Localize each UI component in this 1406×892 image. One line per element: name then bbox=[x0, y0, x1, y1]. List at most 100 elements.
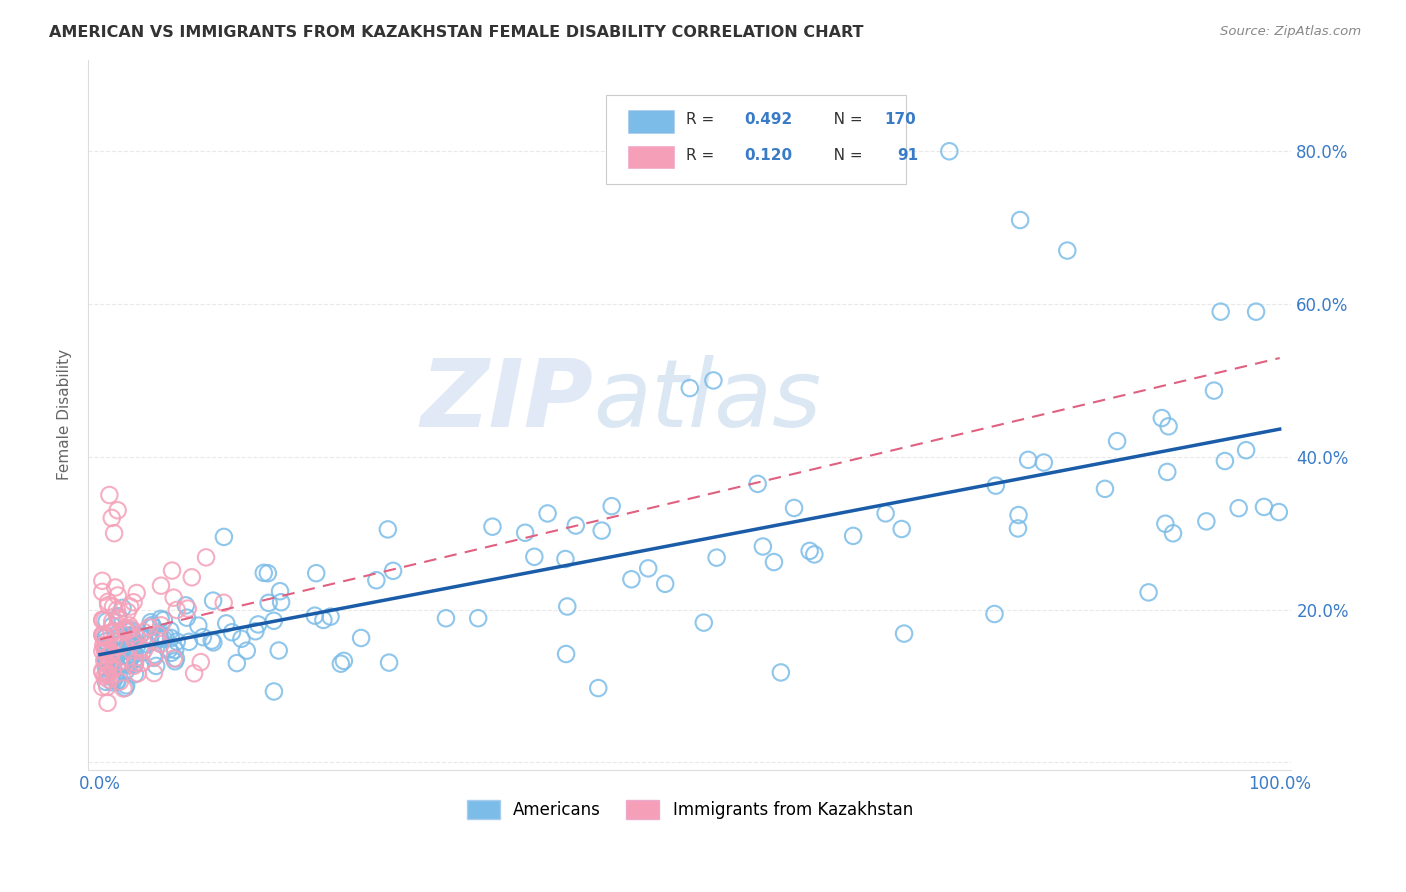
Point bbox=[101, 599, 124, 614]
Bar bbox=[628, 145, 673, 169]
Point bbox=[118, 618, 141, 632]
Point bbox=[103, 635, 125, 649]
Point bbox=[115, 664, 138, 678]
Point bbox=[190, 655, 212, 669]
Point bbox=[91, 665, 114, 679]
Point bbox=[97, 638, 120, 652]
Point bbox=[93, 631, 115, 645]
Point bbox=[97, 657, 120, 671]
Point bbox=[114, 681, 136, 695]
Point bbox=[783, 500, 806, 515]
Point bbox=[263, 684, 285, 698]
Point bbox=[706, 550, 728, 565]
Point bbox=[100, 647, 122, 661]
Point bbox=[91, 613, 114, 627]
Point bbox=[150, 618, 173, 632]
Point bbox=[143, 648, 166, 662]
Point bbox=[938, 145, 960, 159]
Text: N =: N = bbox=[818, 112, 868, 128]
Point bbox=[157, 642, 180, 657]
Point bbox=[131, 656, 153, 670]
Point bbox=[620, 572, 643, 586]
Point bbox=[98, 648, 121, 662]
Point bbox=[270, 595, 292, 609]
Text: 0.492: 0.492 bbox=[744, 112, 792, 128]
Point bbox=[117, 644, 139, 658]
Point bbox=[98, 657, 121, 671]
Point bbox=[94, 651, 117, 665]
Point bbox=[245, 624, 267, 639]
Point bbox=[180, 570, 202, 584]
Point bbox=[93, 613, 115, 627]
Point bbox=[104, 652, 127, 666]
Point bbox=[105, 603, 128, 617]
Point bbox=[1244, 304, 1267, 318]
Point bbox=[177, 601, 200, 615]
Point bbox=[1268, 505, 1291, 519]
Text: R =: R = bbox=[686, 148, 720, 163]
Point bbox=[148, 627, 170, 641]
Point bbox=[799, 544, 821, 558]
Point bbox=[377, 522, 399, 536]
Point bbox=[1161, 526, 1184, 541]
Point bbox=[100, 511, 122, 525]
Point bbox=[91, 664, 114, 678]
Point bbox=[114, 621, 136, 635]
Point bbox=[124, 656, 146, 670]
Point bbox=[91, 644, 114, 658]
Text: N =: N = bbox=[818, 148, 868, 163]
Point bbox=[111, 600, 134, 615]
Point bbox=[120, 599, 142, 614]
Point bbox=[120, 629, 142, 643]
Point bbox=[97, 673, 120, 687]
Point bbox=[96, 615, 118, 629]
Point bbox=[136, 638, 159, 652]
Text: 170: 170 bbox=[884, 112, 917, 128]
Point bbox=[1234, 443, 1257, 458]
Point bbox=[1157, 419, 1180, 434]
Point bbox=[155, 630, 177, 644]
Point bbox=[94, 629, 117, 643]
Point bbox=[1056, 244, 1078, 258]
Point bbox=[1202, 384, 1225, 398]
Point bbox=[378, 656, 401, 670]
Point bbox=[111, 637, 134, 651]
Point bbox=[588, 681, 610, 695]
Point bbox=[202, 635, 225, 649]
Point bbox=[654, 577, 676, 591]
Point bbox=[752, 540, 775, 554]
Point bbox=[1227, 501, 1250, 516]
Point bbox=[91, 628, 114, 642]
Point bbox=[101, 615, 124, 629]
Point bbox=[122, 658, 145, 673]
Point bbox=[142, 620, 165, 634]
Point bbox=[637, 561, 659, 575]
Point bbox=[984, 478, 1007, 492]
Point bbox=[105, 674, 128, 689]
Point bbox=[166, 603, 188, 617]
Point bbox=[165, 651, 187, 665]
FancyBboxPatch shape bbox=[606, 95, 907, 184]
Point bbox=[269, 584, 291, 599]
Point bbox=[202, 593, 225, 607]
Point bbox=[111, 644, 134, 658]
Point bbox=[103, 526, 125, 541]
Point bbox=[139, 629, 162, 643]
Point bbox=[104, 643, 127, 657]
Point bbox=[120, 650, 142, 665]
Point bbox=[1094, 482, 1116, 496]
Point bbox=[96, 665, 118, 679]
Point bbox=[124, 647, 146, 661]
Point bbox=[555, 599, 578, 614]
Point bbox=[160, 564, 183, 578]
Text: Source: ZipAtlas.com: Source: ZipAtlas.com bbox=[1220, 25, 1361, 38]
Point bbox=[96, 639, 118, 653]
Point bbox=[267, 643, 290, 657]
Point bbox=[98, 488, 121, 502]
Point bbox=[693, 615, 716, 630]
Point bbox=[127, 666, 149, 681]
Point bbox=[515, 525, 537, 540]
Point bbox=[94, 652, 117, 666]
Point bbox=[132, 624, 155, 639]
Point bbox=[555, 647, 578, 661]
